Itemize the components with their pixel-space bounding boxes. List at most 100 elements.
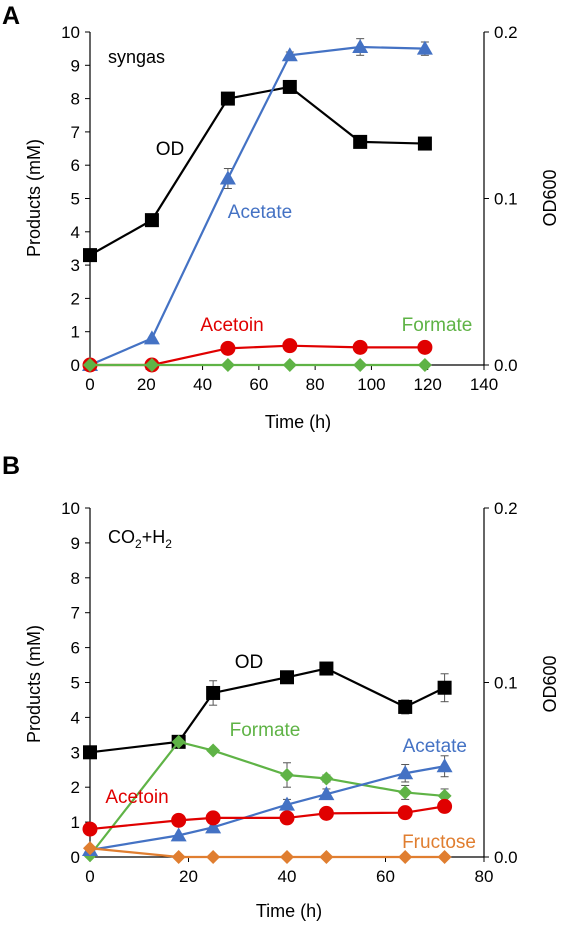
panel-b-y-tick-label: 9 bbox=[71, 534, 80, 553]
panel-b-formate-point bbox=[280, 767, 294, 782]
panel-b-condition: CO2+H2 bbox=[108, 527, 172, 551]
panel-b-y-tick-label: 1 bbox=[71, 813, 80, 832]
panel-a-x-tick-label: 0 bbox=[85, 375, 94, 394]
panel-a-y-tick-label: 2 bbox=[71, 289, 80, 308]
panel-b-fructose-point bbox=[437, 850, 452, 864]
panel-b-acetoin-point bbox=[171, 812, 187, 828]
panel-b-formate-point bbox=[398, 785, 413, 800]
panel-a-od-point bbox=[144, 213, 159, 228]
panel-a-formate-point bbox=[353, 358, 368, 372]
panel-a-label: A bbox=[2, 2, 20, 30]
panel-b-y-tick-label: 0 bbox=[71, 848, 80, 867]
panel-b-fructose-point bbox=[206, 850, 221, 864]
panel-a-y2-tick-label: 0.0 bbox=[494, 356, 518, 375]
panel-a-y-tick-label: 7 bbox=[71, 123, 80, 142]
panel-b-acetoin-point bbox=[318, 805, 334, 821]
panel-a-y-tick-label: 8 bbox=[71, 90, 80, 109]
panel-a-y-tick-label: 1 bbox=[71, 323, 80, 342]
panel-b-y2-tick-label: 0.2 bbox=[494, 499, 518, 518]
panel-a-y-tick-label: 10 bbox=[61, 23, 80, 42]
panel-b-formate-label: Formate bbox=[230, 720, 301, 741]
panel-a-od-point bbox=[83, 248, 97, 263]
panel-a-acetoin-label: Acetoin bbox=[200, 315, 263, 336]
panel-a-y2-tick-label: 0.1 bbox=[494, 190, 518, 209]
panel-b-fructose-point bbox=[280, 850, 294, 864]
panel-a-acetate-point bbox=[143, 330, 160, 345]
panel-b-y2-tick-label: 0.1 bbox=[494, 674, 518, 693]
panel-a-x-axis-title: Time (h) bbox=[265, 412, 331, 432]
panel-a-y-tick-label: 4 bbox=[71, 223, 80, 242]
panel-a-acetoin-point bbox=[220, 340, 236, 356]
panel-a-x-tick-label: 40 bbox=[193, 375, 212, 394]
panel-a-y2-tick-label: 0.2 bbox=[494, 23, 518, 42]
panel-b-x-tick-label: 0 bbox=[85, 867, 94, 886]
panel-b-y-tick-label: 10 bbox=[61, 499, 80, 518]
panel-a-x-tick-label: 80 bbox=[306, 375, 325, 394]
panel-b-y-axis-title: Products (mM) bbox=[24, 625, 44, 743]
panel-b-y-tick-label: 8 bbox=[71, 569, 80, 588]
panel-a-x-tick-label: 60 bbox=[249, 375, 268, 394]
panel-b-fructose-point bbox=[171, 850, 186, 864]
panel-a-acetoin-point bbox=[282, 338, 298, 354]
panel-a-od-point bbox=[282, 79, 297, 94]
panel-b-formate-point bbox=[437, 788, 452, 803]
panel-b-y2-tick-label: 0.0 bbox=[494, 848, 518, 867]
panel-a-formate-point bbox=[220, 358, 235, 372]
panel-b-y-tick-label: 7 bbox=[71, 604, 80, 623]
panel-a-plot: 0 1 2 3 4 5 6 7 8 9 10 0.0 0.1 0.2 0 20 40 60 80 100 120 140 O… bbox=[61, 23, 518, 394]
panel-a-y-tick-label: 5 bbox=[71, 190, 80, 209]
panel-b-od-point bbox=[437, 680, 452, 695]
panel-b-acetoin-point bbox=[437, 798, 453, 814]
panel-a-acetoin-point bbox=[417, 339, 433, 355]
panel-a-formate-label: Formate bbox=[402, 315, 473, 336]
panel-a-y-axis-title: Products (mM) bbox=[24, 139, 44, 257]
panel-b-y-tick-label: 6 bbox=[71, 639, 80, 658]
panel-b-x-tick-label: 60 bbox=[376, 867, 395, 886]
panel-a-formate-point bbox=[144, 358, 159, 372]
panel-b-od-point bbox=[280, 670, 294, 685]
panel-b-formate-point bbox=[206, 743, 221, 758]
panel-b-acetate-line bbox=[89, 765, 445, 852]
panel-a-acetate-point bbox=[352, 38, 369, 53]
panel-a-acetoin-line bbox=[90, 344, 425, 367]
panel-b-od-point bbox=[83, 745, 97, 760]
panel-b-x-tick-label: 20 bbox=[179, 867, 198, 886]
panel-a-condition: syngas bbox=[108, 47, 165, 67]
panel-a-od-point bbox=[353, 134, 368, 149]
panel-a-od-point bbox=[417, 136, 432, 151]
panel-a-formate-point bbox=[417, 358, 432, 372]
panel-a-acetate-label: Acetate bbox=[228, 202, 292, 223]
panel-b-y-tick-label: 2 bbox=[71, 778, 80, 797]
panel-b-formate-point bbox=[171, 734, 186, 749]
panel-b-od-point bbox=[319, 661, 334, 676]
panel-a-od-point bbox=[220, 91, 235, 106]
panel-b-acetate-point bbox=[279, 796, 295, 811]
panel-b-x-tick-label: 40 bbox=[278, 867, 297, 886]
panel-a-formate-point bbox=[83, 358, 97, 372]
panel-a-acetate-point bbox=[281, 47, 298, 62]
panel-b-formate-point bbox=[319, 771, 334, 786]
panel-a-acetate-point bbox=[416, 40, 433, 55]
panel-b-acetoin-point bbox=[82, 821, 98, 837]
panel-b-label: B bbox=[2, 452, 20, 480]
panel-b-fructose-point bbox=[398, 850, 413, 864]
panel-b-acetoin-point bbox=[279, 810, 295, 826]
panel-b-y2-axis-title: OD600 bbox=[540, 655, 560, 712]
panel-b-acetoin-point bbox=[205, 810, 221, 826]
panel-a-acetoin-point bbox=[352, 339, 368, 355]
panel-b-od-label: OD bbox=[235, 652, 264, 673]
panel-b-acetate-point bbox=[436, 758, 453, 773]
panel-b-acetate-point bbox=[205, 819, 222, 834]
panel-b-acetate-point bbox=[397, 765, 414, 780]
panel-a-y-tick-label: 6 bbox=[71, 156, 80, 175]
panel-b-acetate-point bbox=[170, 827, 187, 842]
panel-b-fructose-point bbox=[319, 850, 334, 864]
panel-b-y-tick-label: 3 bbox=[71, 743, 80, 762]
panel-a-formate-point bbox=[282, 358, 297, 372]
panel-a-y-tick-label: 0 bbox=[71, 356, 80, 375]
panel-b-y-tick-label: 5 bbox=[71, 674, 80, 693]
panel-b-fructose-label: Fructose bbox=[402, 832, 476, 853]
panel-a-x-tick-label: 100 bbox=[357, 375, 385, 394]
